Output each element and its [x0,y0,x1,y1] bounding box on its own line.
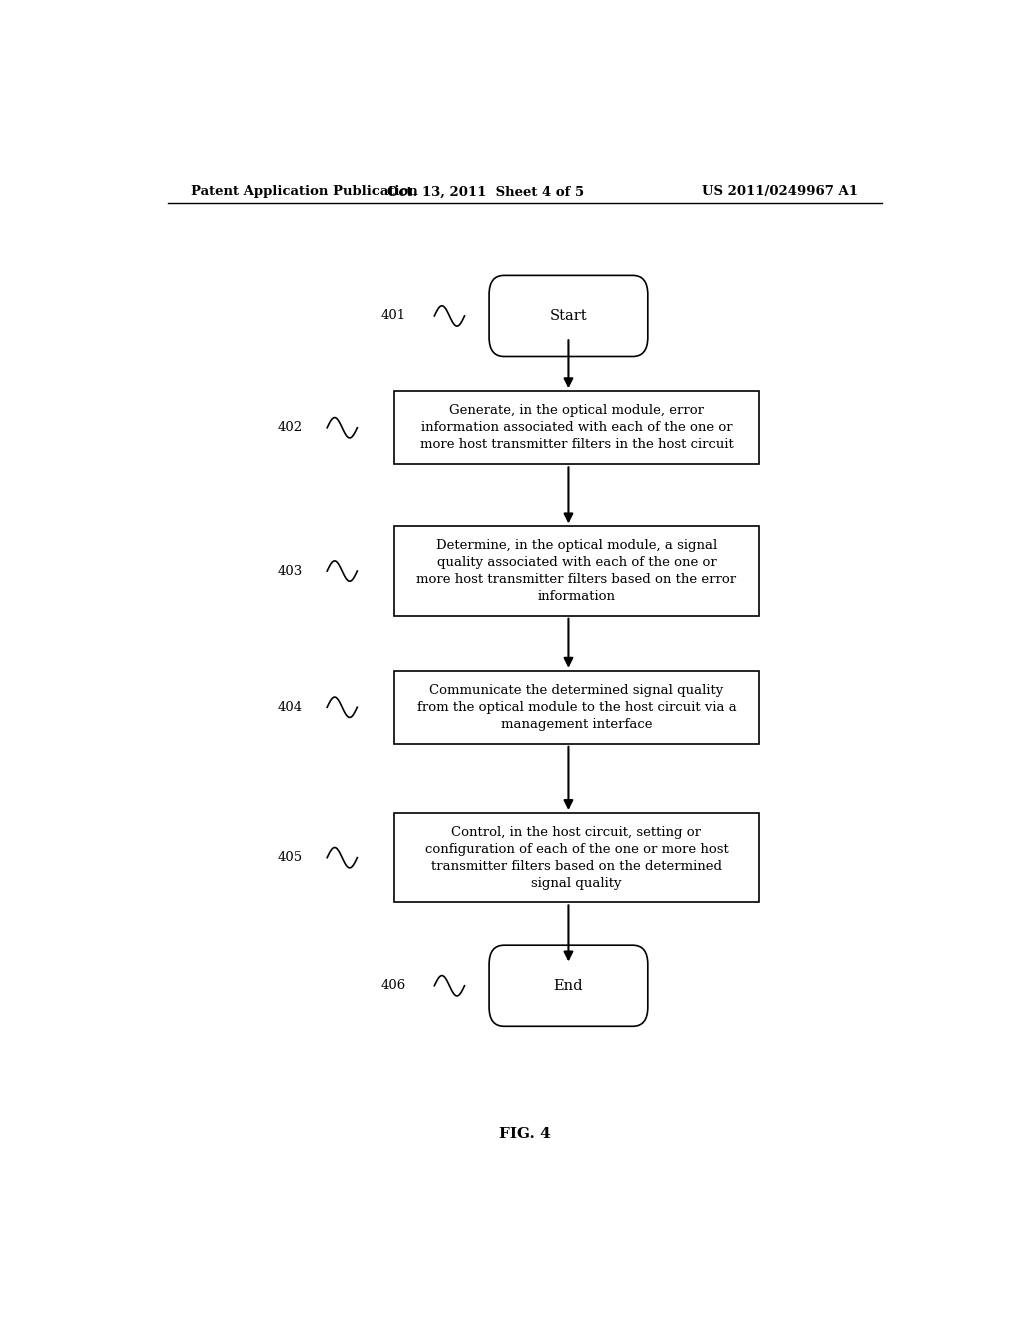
Bar [394,391,759,465]
Text: US 2011/0249967 A1: US 2011/0249967 A1 [702,185,858,198]
Text: 401: 401 [381,309,406,322]
Text: 405: 405 [278,851,303,865]
Text: 402: 402 [278,421,303,434]
Text: 406: 406 [381,979,406,993]
Bar [394,527,759,616]
Text: Start: Start [550,309,587,323]
Text: End: End [554,978,584,993]
Bar [394,813,759,903]
Text: Determine, in the optical module, a signal
quality associated with each of the o: Determine, in the optical module, a sign… [417,539,736,603]
FancyBboxPatch shape [489,945,648,1027]
Text: 404: 404 [278,701,303,714]
Bar [394,671,759,744]
FancyBboxPatch shape [489,276,648,356]
Text: Oct. 13, 2011  Sheet 4 of 5: Oct. 13, 2011 Sheet 4 of 5 [386,185,584,198]
Text: Communicate the determined signal quality
from the optical module to the host ci: Communicate the determined signal qualit… [417,684,736,731]
Text: Generate, in the optical module, error
information associated with each of the o: Generate, in the optical module, error i… [420,404,733,451]
Text: 403: 403 [278,565,303,578]
Text: Control, in the host circuit, setting or
configuration of each of the one or mor: Control, in the host circuit, setting or… [425,826,728,890]
Text: FIG. 4: FIG. 4 [499,1127,551,1142]
Text: Patent Application Publication: Patent Application Publication [191,185,418,198]
